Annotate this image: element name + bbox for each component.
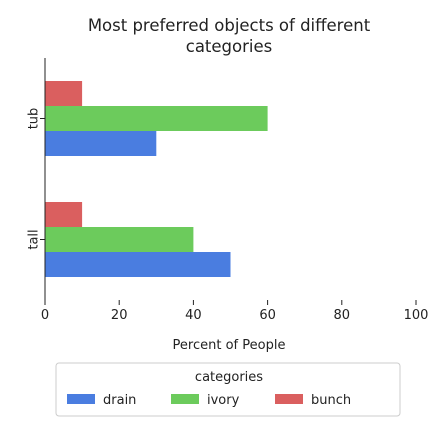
x-axis-ticks: 0 20 40 60 80 100 (41, 300, 429, 323)
y-tick-label: tub (27, 108, 42, 130)
chart-title-line-1: Most preferred objects of different (88, 16, 371, 35)
legend-title: categories (195, 370, 263, 385)
legend-swatch-drain (67, 394, 95, 404)
legend-label-bunch: bunch (311, 393, 351, 408)
bar-ivory-tub (45, 106, 268, 131)
chart-title: Most preferred objects of different cate… (88, 16, 371, 56)
bar-bunch-tub (45, 81, 83, 106)
legend-swatch-ivory (171, 394, 199, 404)
x-tick-label: 60 (259, 308, 276, 323)
legend-label-ivory: ivory (207, 393, 240, 408)
bar-drain-tall (45, 252, 231, 277)
legend-swatch-bunch (275, 394, 303, 404)
y-tick-label: tall (27, 229, 42, 249)
x-tick-label: 20 (111, 308, 128, 323)
x-axis-label: Percent of People (173, 338, 286, 353)
y-axis-ticks: tub tall (27, 108, 45, 250)
x-tick-label: 100 (404, 308, 429, 323)
x-tick-label: 80 (334, 308, 351, 323)
legend-label-drain: drain (103, 393, 136, 408)
bar-bunch-tall (45, 202, 83, 227)
plot-area (45, 81, 268, 277)
bar-drain-tub (45, 131, 157, 156)
x-tick-label: 0 (41, 308, 49, 323)
bar-ivory-tall (45, 227, 194, 252)
legend-frame (55, 362, 401, 417)
chart-title-line-2: categories (186, 37, 273, 56)
legend: categories drain ivory bunch (55, 362, 401, 417)
x-tick-label: 40 (185, 308, 202, 323)
